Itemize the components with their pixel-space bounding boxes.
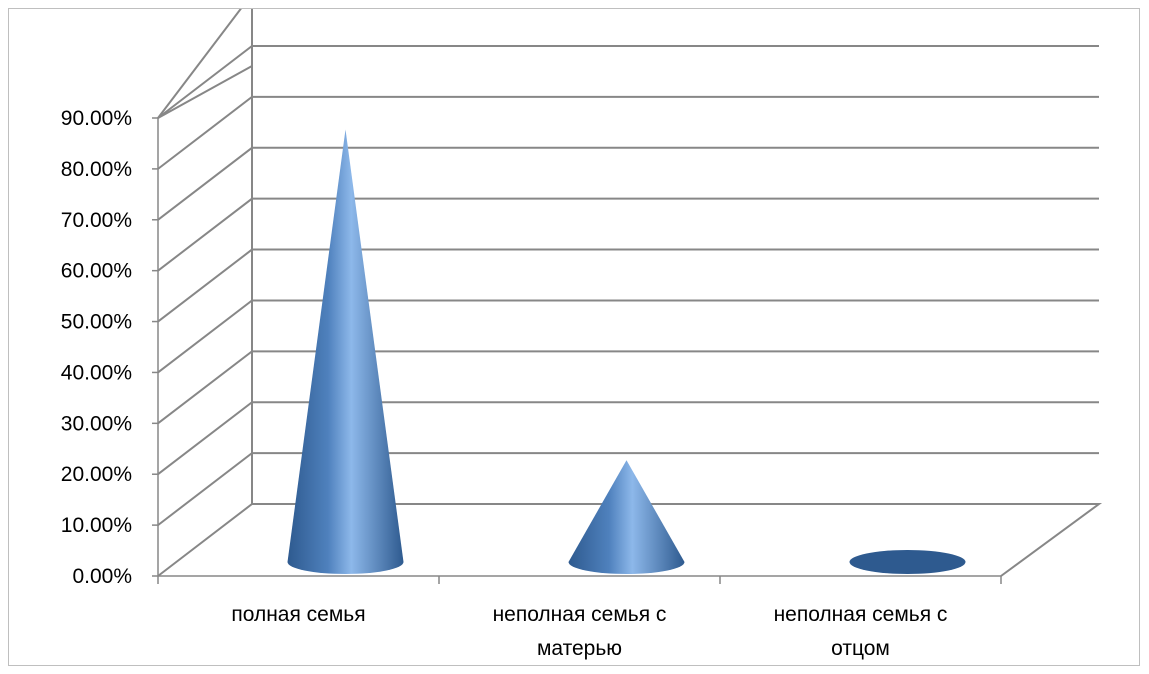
gridline [157, 401, 1099, 476]
category-labels: полная семья неполная семья с матерью непол… [231, 603, 947, 660]
gridline [157, 299, 1099, 374]
cone-bar [568, 460, 685, 574]
y-tick-label: 40.00% [61, 361, 132, 384]
x-category-label: полная семья [231, 603, 365, 626]
gridline-top [157, 65, 253, 119]
y-tick-label: 20.00% [61, 463, 132, 486]
gridline-frame-diag [157, 9, 242, 119]
gridline [157, 197, 1099, 272]
cones [287, 129, 966, 574]
gridline [157, 248, 1099, 323]
cone-bar [849, 550, 966, 574]
y-tick-label: 70.00% [61, 209, 132, 232]
cone-chart: 0.00% 10.00% 20.00% 30.00% 40.00% 50.00% 60.00… [61, 9, 1103, 660]
y-tick-label: 50.00% [61, 311, 132, 334]
x-category-label: неполная семья с отцом [774, 603, 948, 660]
gridline [157, 350, 1099, 425]
x-category-label: неполная семья с матерью [493, 603, 667, 660]
gridline [157, 146, 1099, 221]
y-tick-labels: 0.00% 10.00% 20.00% 30.00% 40.00% 50.00% 60.00… [61, 107, 132, 588]
y-tick-label: 80.00% [61, 158, 132, 181]
axes [152, 117, 1002, 584]
gridline [157, 45, 1099, 119]
y-tick-label: 0.00% [72, 565, 132, 588]
y-tick-label: 10.00% [61, 514, 132, 537]
y-tick-label: 60.00% [61, 260, 132, 283]
chart-frame: 0.00% 10.00% 20.00% 30.00% 40.00% 50.00% 60.00… [8, 8, 1140, 666]
gridline [157, 95, 1099, 170]
y-tick-label: 30.00% [61, 412, 132, 435]
gridlines [157, 9, 1103, 577]
cone-bar [287, 129, 404, 574]
floor-outline [157, 503, 1103, 577]
y-tick-label: 90.00% [61, 107, 132, 130]
